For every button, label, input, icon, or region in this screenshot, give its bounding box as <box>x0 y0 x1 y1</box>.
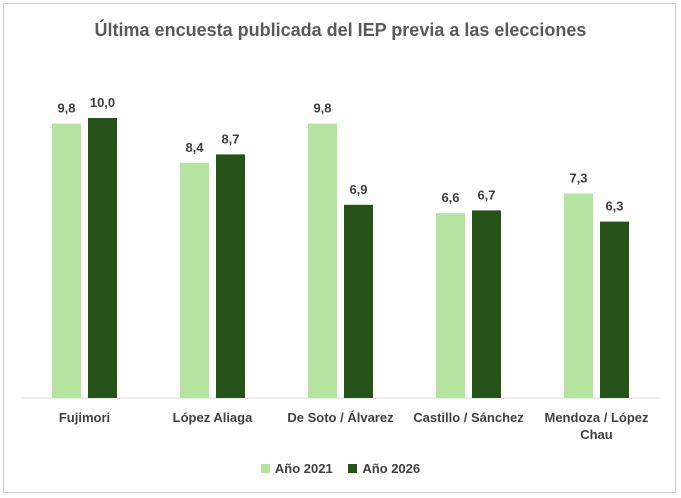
bar-lopez-aliaga-ano-2021 <box>180 162 209 398</box>
bar-fujimori-ano-2026 <box>88 118 117 398</box>
category-label-castillo-sanchez: Castillo / Sánchez <box>413 410 524 425</box>
legend-item-2026: Año 2026 <box>348 461 420 476</box>
data-label-castillo-sanchez-ano-2021: 6,6 <box>441 190 459 205</box>
legend-swatch-2021 <box>260 464 270 473</box>
data-label-mendoza-lopez-chau-ano-2026: 6,3 <box>605 199 623 214</box>
legend-label-2026: Año 2026 <box>362 461 421 476</box>
bar-lopez-aliaga-ano-2026 <box>216 154 245 398</box>
category-label-mendoza-lopez-chau-line-1: Mendoza / López <box>545 410 650 425</box>
bar-mendoza-lopez-chau-ano-2026 <box>600 221 629 398</box>
bar-fujimori-ano-2021 <box>52 123 81 398</box>
category-label-mendoza-lopez-chau-line-2: Chau <box>580 427 613 442</box>
data-label-fujimori-ano-2021: 9,8 <box>57 101 75 116</box>
data-label-mendoza-lopez-chau-ano-2021: 7,3 <box>569 171 587 186</box>
legend-label-2021: Año 2021 <box>274 461 333 476</box>
category-label-fujimori: Fujimori <box>59 410 110 425</box>
data-label-de-soto-alvarez-ano-2026: 6,9 <box>349 182 367 197</box>
category-label-de-soto-alvarez: De Soto / Álvarez <box>287 410 394 425</box>
data-label-castillo-sanchez-ano-2026: 6,7 <box>477 187 495 202</box>
data-label-lopez-aliaga-ano-2021: 8,4 <box>185 140 204 155</box>
bar-mendoza-lopez-chau-ano-2021 <box>564 193 593 398</box>
data-label-lopez-aliaga-ano-2026: 8,7 <box>221 131 239 146</box>
legend-swatch-2026 <box>348 464 358 473</box>
data-label-de-soto-alvarez-ano-2021: 9,8 <box>313 101 331 116</box>
bar-de-soto-alvarez-ano-2026 <box>344 204 373 398</box>
legend: Año 2021 Año 2026 <box>0 461 681 476</box>
bar-castillo-sanchez-ano-2021 <box>436 213 465 398</box>
bar-castillo-sanchez-ano-2026 <box>472 210 501 398</box>
legend-item-2021: Año 2021 <box>260 461 333 476</box>
data-label-fujimori-ano-2026: 10,0 <box>90 95 115 110</box>
bar-de-soto-alvarez-ano-2021 <box>308 123 337 398</box>
category-label-lopez-aliaga: López Aliaga <box>173 410 253 425</box>
chart-title: Última encuesta publicada del IEP previa… <box>94 20 587 40</box>
